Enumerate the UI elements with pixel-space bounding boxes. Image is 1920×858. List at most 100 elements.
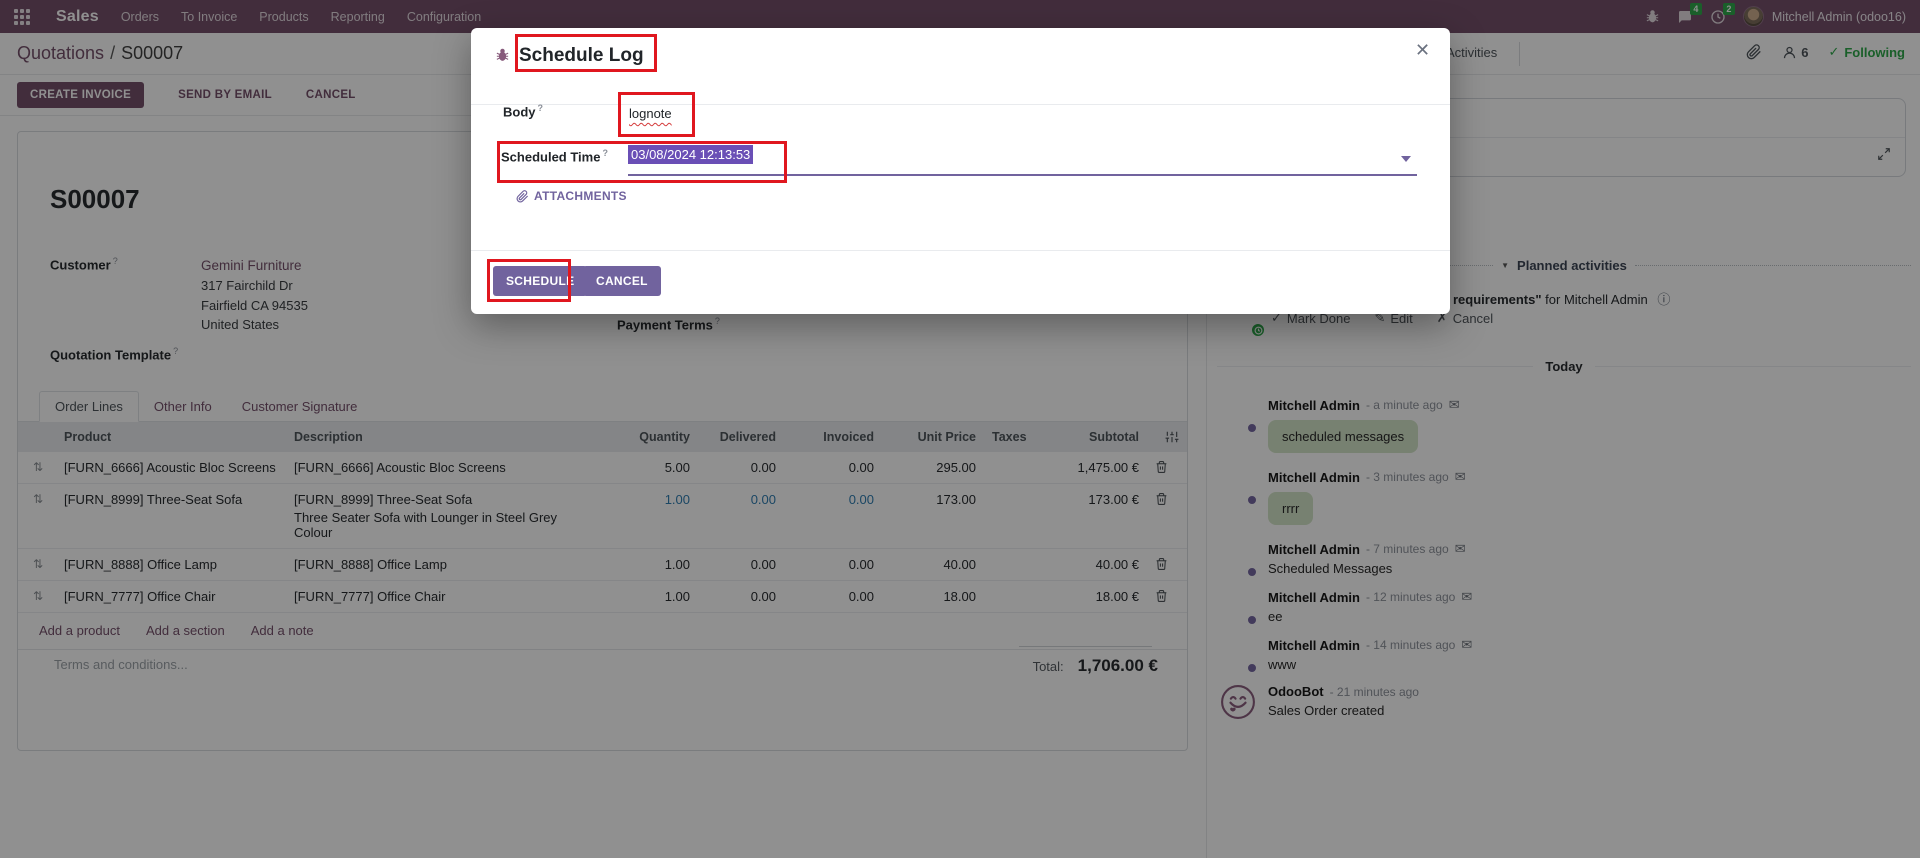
col-description[interactable]: Description — [286, 422, 604, 452]
cell-invoiced[interactable]: 0.00 — [784, 548, 882, 581]
debug-bug-icon[interactable] — [1645, 9, 1660, 24]
envelope-icon[interactable]: ✉ — [1454, 541, 1466, 556]
message-author: Mitchell Admin — [1268, 541, 1360, 557]
add-a-note-link[interactable]: Add a note — [250, 623, 314, 638]
drag-handle-icon[interactable]: ⇅ — [18, 580, 56, 613]
cell-description[interactable]: [FURN_7777] Office Chair — [286, 580, 604, 613]
col-delivered[interactable]: Delivered — [698, 422, 784, 452]
close-icon[interactable]: ✕ — [1415, 40, 1431, 60]
drag-handle-icon[interactable]: ⇅ — [18, 483, 56, 549]
breadcrumb-current: S00007 — [121, 43, 184, 63]
cell-quantity[interactable]: 5.00 — [604, 452, 698, 484]
nav-item-reporting[interactable]: Reporting — [330, 9, 385, 24]
cell-product[interactable]: [FURN_7777] Office Chair — [56, 580, 286, 613]
top-nav: Sales Orders To Invoice Products Reporti… — [0, 0, 1920, 33]
modal-cancel-button[interactable]: CANCEL — [583, 266, 661, 296]
tab-customer-signature[interactable]: Customer Signature — [241, 399, 358, 414]
datepicker-caret-icon[interactable] — [1401, 156, 1411, 162]
cancel-order-button[interactable]: CANCEL — [305, 89, 356, 101]
cell-unit-price[interactable]: 295.00 — [882, 452, 984, 484]
cell-delivered[interactable]: 0.00 — [698, 580, 784, 613]
schedule-button[interactable]: SCHEDULE — [493, 266, 588, 296]
user-menu[interactable]: Mitchell Admin (odoo16) — [1742, 6, 1906, 27]
attachments-button[interactable]: ATTACHMENTS — [516, 189, 627, 203]
col-subtotal[interactable]: Subtotal — [1064, 422, 1147, 452]
edit-activity-button[interactable]: ✎ Edit — [1374, 310, 1413, 326]
cell-invoiced[interactable]: 0.00 — [784, 452, 882, 484]
drag-handle-icon[interactable]: ⇅ — [18, 548, 56, 581]
order-line-row[interactable]: ⇅ [FURN_7777] Office Chair [FURN_7777] O… — [18, 580, 1187, 613]
cell-taxes[interactable] — [984, 483, 1064, 549]
notebook: Order Lines Other Info Customer Signatur… — [18, 390, 1187, 650]
planned-activities-toggle[interactable]: Planned activities — [1517, 258, 1627, 273]
order-line-row[interactable]: ⇅ [FURN_6666] Acoustic Bloc Screens [FUR… — [18, 452, 1187, 484]
cell-quantity[interactable]: 1.00 — [604, 548, 698, 581]
delete-line-icon[interactable] — [1155, 460, 1179, 474]
add-a-product-link[interactable]: Add a product — [39, 623, 120, 638]
cell-unit-price[interactable]: 173.00 — [882, 483, 984, 549]
delete-line-icon[interactable] — [1155, 492, 1179, 506]
optional-columns-icon[interactable] — [1165, 430, 1179, 444]
expand-composer-icon[interactable] — [1877, 147, 1891, 161]
mark-done-button[interactable]: ✓ Mark Done — [1271, 310, 1351, 326]
attachments-paperclip-icon[interactable] — [1746, 44, 1762, 60]
col-unit-price[interactable]: Unit Price — [882, 422, 984, 452]
apps-grid-icon[interactable] — [14, 8, 30, 25]
cell-unit-price[interactable]: 18.00 — [882, 580, 984, 613]
drag-handle-icon[interactable]: ⇅ — [18, 452, 56, 484]
breadcrumb-quotations-link[interactable]: Quotations — [17, 43, 105, 63]
body-field-label: Body? — [503, 103, 543, 120]
cell-product[interactable]: [FURN_8999] Three-Seat Sofa — [56, 483, 286, 549]
tab-other-info[interactable]: Other Info — [153, 399, 212, 414]
cell-quantity[interactable]: 1.00 — [604, 580, 698, 613]
tab-activities[interactable]: Activities — [1446, 45, 1498, 60]
cell-delivered[interactable]: 0.00 — [698, 483, 784, 549]
cell-quantity[interactable]: 1.00 — [604, 483, 698, 549]
customer-name-link[interactable]: Gemini Furniture — [201, 258, 302, 273]
add-a-section-link[interactable]: Add a section — [145, 623, 225, 638]
nav-item-orders[interactable]: Orders — [120, 9, 160, 24]
cell-taxes[interactable] — [984, 452, 1064, 484]
order-line-row[interactable]: ⇅ [FURN_8888] Office Lamp [FURN_8888] Of… — [18, 548, 1187, 581]
delete-line-icon[interactable] — [1155, 589, 1179, 603]
send-by-email-button[interactable]: SEND BY EMAIL — [178, 89, 272, 101]
order-line-row[interactable]: ⇅ [FURN_8999] Three-Seat Sofa [FURN_8999… — [18, 483, 1187, 549]
cell-description[interactable]: [FURN_8999] Three-Seat Sofa Three Seater … — [286, 483, 604, 549]
cell-unit-price[interactable]: 40.00 — [882, 548, 984, 581]
create-invoice-button[interactable]: CREATE INVOICE — [17, 82, 145, 108]
terms-and-conditions-placeholder[interactable]: Terms and conditions... — [54, 657, 188, 672]
cancel-activity-button[interactable]: ✗ Cancel — [1436, 310, 1494, 326]
messages-icon[interactable]: 4 — [1677, 2, 1702, 25]
cell-product[interactable]: [FURN_6666] Acoustic Bloc Screens — [56, 452, 286, 484]
envelope-icon[interactable]: ✉ — [1461, 637, 1473, 652]
col-invoiced[interactable]: Invoiced — [784, 422, 882, 452]
col-product[interactable]: Product — [56, 422, 286, 452]
col-taxes[interactable]: Taxes — [984, 422, 1064, 452]
tab-order-lines[interactable]: Order Lines — [39, 391, 139, 422]
nav-item-products[interactable]: Products — [259, 9, 309, 24]
cell-invoiced[interactable]: 0.00 — [784, 483, 882, 549]
envelope-icon[interactable]: ✉ — [1461, 589, 1473, 604]
nav-item-configuration[interactable]: Configuration — [406, 9, 482, 24]
envelope-icon[interactable]: ✉ — [1448, 397, 1460, 412]
schedule-log-modal: Schedule Log ✕ Body? lognote Scheduled T… — [471, 28, 1450, 314]
scheduled-time-input[interactable]: 03/08/2024 12:13:53 — [628, 145, 754, 164]
app-name-sales[interactable]: Sales — [56, 7, 99, 25]
cell-invoiced[interactable]: 0.00 — [784, 580, 882, 613]
cell-delivered[interactable]: 0.00 — [698, 548, 784, 581]
cell-taxes[interactable] — [984, 548, 1064, 581]
cell-description[interactable]: [FURN_8888] Office Lamp — [286, 548, 604, 581]
following-button[interactable]: ✓ Following — [1828, 44, 1905, 60]
message-body: Scheduled Messages — [1268, 561, 1393, 576]
cell-delivered[interactable]: 0.00 — [698, 452, 784, 484]
body-field-value[interactable]: lognote — [629, 106, 672, 121]
cell-product[interactable]: [FURN_8888] Office Lamp — [56, 548, 286, 581]
col-quantity[interactable]: Quantity — [604, 422, 698, 452]
delete-line-icon[interactable] — [1155, 557, 1179, 571]
cell-taxes[interactable] — [984, 580, 1064, 613]
envelope-icon[interactable]: ✉ — [1454, 469, 1466, 484]
followers-button[interactable]: 6 — [1782, 45, 1808, 60]
cell-description[interactable]: [FURN_6666] Acoustic Bloc Screens — [286, 452, 604, 484]
activities-clock-icon[interactable]: 2 — [1710, 2, 1735, 25]
nav-item-to-invoice[interactable]: To Invoice — [181, 9, 238, 24]
